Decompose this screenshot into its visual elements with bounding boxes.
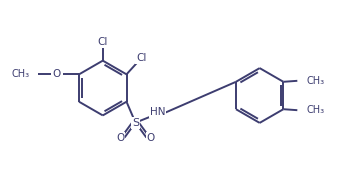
Text: CH₃: CH₃ xyxy=(306,76,324,86)
Text: O: O xyxy=(52,69,61,79)
Text: Cl: Cl xyxy=(136,53,147,63)
Text: HN: HN xyxy=(150,107,166,117)
Text: O: O xyxy=(147,133,155,143)
Text: O: O xyxy=(116,133,124,143)
Text: CH₃: CH₃ xyxy=(306,105,324,115)
Text: S: S xyxy=(132,118,139,128)
Text: CH₃: CH₃ xyxy=(11,69,29,79)
Text: Cl: Cl xyxy=(98,37,108,47)
